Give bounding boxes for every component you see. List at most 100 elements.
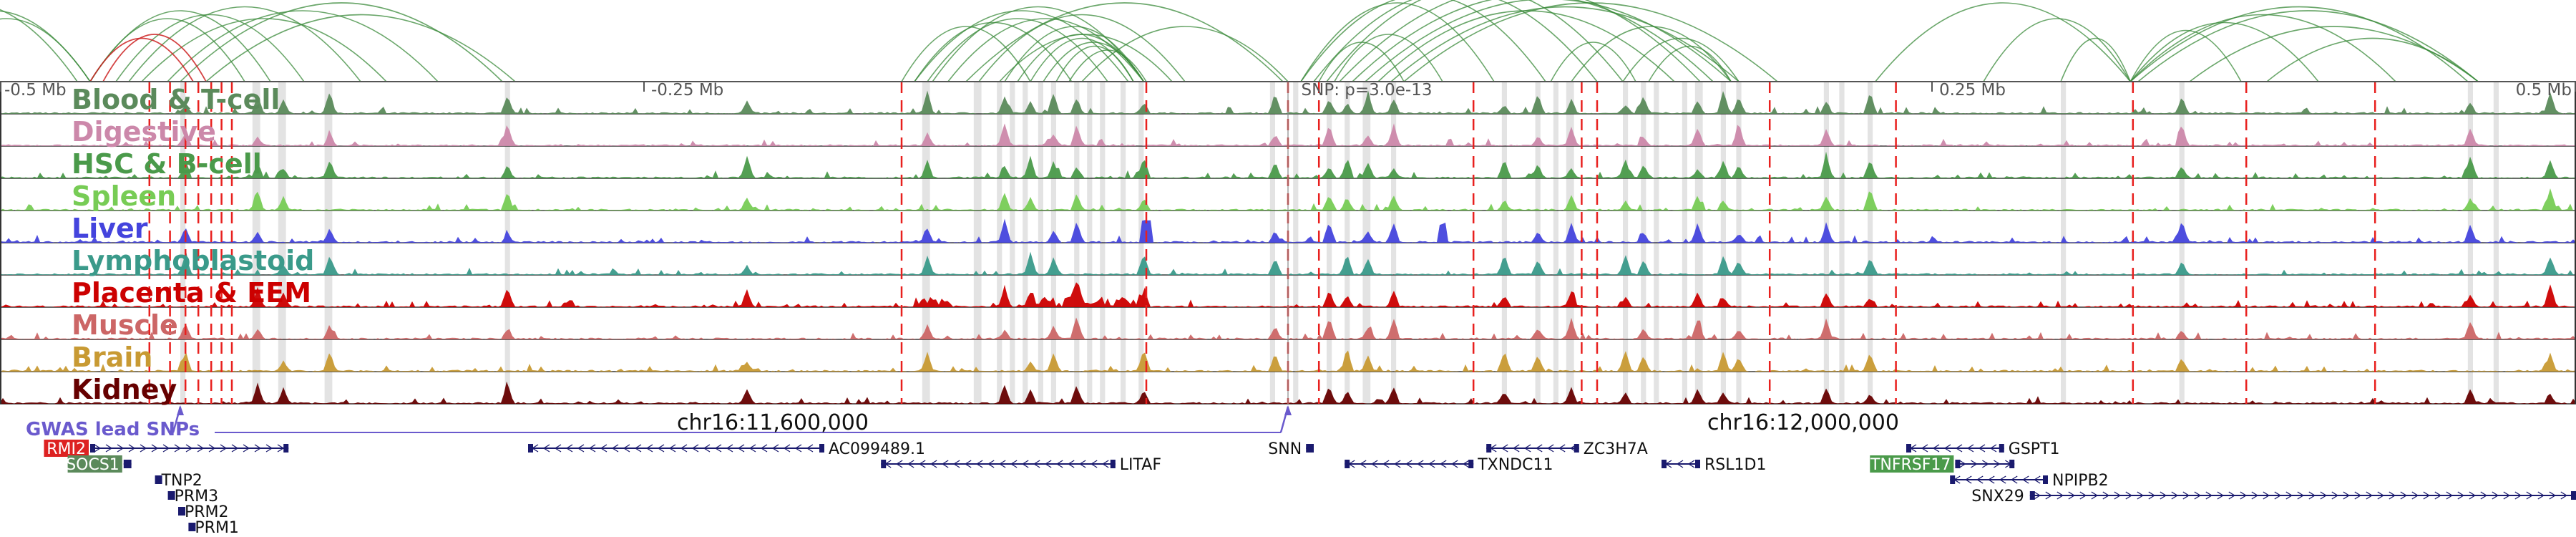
strand-chevron <box>634 444 642 453</box>
loop-arc <box>2060 37 2131 82</box>
strand-chevron <box>1450 460 1458 468</box>
strand-chevron <box>1535 444 1543 453</box>
strand-chevron <box>197 444 205 453</box>
strand-chevron <box>2251 491 2259 500</box>
strand-chevron <box>952 460 960 468</box>
gene-exon <box>819 444 824 453</box>
gene-exon <box>178 507 183 516</box>
strand-chevron <box>2034 491 2041 500</box>
track-signal <box>0 90 2576 114</box>
gene-exon <box>188 523 194 531</box>
gene-label: NPIPB2 <box>2052 472 2109 490</box>
strand-chevron <box>760 444 768 453</box>
loop-arc-highlight <box>89 37 194 82</box>
strand-chevron <box>2423 491 2431 500</box>
track-signal <box>0 317 2576 339</box>
strand-chevron <box>806 444 814 453</box>
strand-chevron <box>2137 491 2145 500</box>
strand-chevron <box>645 444 653 453</box>
strand-chevron <box>1416 460 1424 468</box>
gene-exon <box>2029 491 2035 500</box>
track-label: Spleen <box>72 180 176 212</box>
strand-chevron <box>726 444 733 453</box>
strand-chevron <box>1558 444 1566 453</box>
strand-chevron <box>1971 460 1978 468</box>
gene-exon <box>1955 460 1961 468</box>
strand-chevron <box>554 444 562 453</box>
strand-chevron <box>2446 491 2454 500</box>
track-label: Brain <box>72 342 152 373</box>
gene-label-box <box>1870 455 1954 473</box>
strand-chevron <box>1090 460 1098 468</box>
top-scale: SNP: p=3.0e-13 -0.5 Mb -0.25 Mb 0.25 Mb 0.5… <box>0 81 2576 404</box>
strand-chevron <box>2366 491 2373 500</box>
strand-chevron <box>151 444 159 453</box>
gwas-arrowhead <box>177 405 184 415</box>
strand-chevron <box>2526 491 2534 500</box>
gwas-arrowhead <box>1284 405 1292 415</box>
strand-chevron <box>2274 491 2282 500</box>
strand-chevron <box>265 444 273 453</box>
strand-chevron <box>2102 491 2110 500</box>
strand-chevron <box>2343 491 2351 500</box>
track-label: Kidney <box>72 374 177 405</box>
track-label: Muscle <box>72 309 178 341</box>
strand-chevron <box>918 460 926 468</box>
loop-arc <box>1390 6 1740 82</box>
strand-chevron <box>2033 475 2041 484</box>
strand-chevron <box>1546 444 1554 453</box>
loop-arc <box>2129 6 2469 82</box>
gene-exon <box>155 475 160 484</box>
strand-chevron <box>565 444 573 453</box>
gene-exon <box>2009 460 2015 468</box>
scale-tick-label: -0.25 Mb <box>651 81 723 100</box>
strand-chevron <box>600 444 608 453</box>
scale-tick-label: -0.5 Mb <box>4 81 67 100</box>
strand-chevron <box>2285 491 2293 500</box>
loop-arc <box>89 18 245 82</box>
strand-chevron <box>542 444 550 453</box>
gene-label: PRM2 <box>185 503 229 521</box>
loop-arc <box>2189 26 2479 82</box>
gene-label: TXNDC11 <box>1477 456 1553 474</box>
strand-chevron <box>783 444 791 453</box>
strand-chevron <box>1462 460 1470 468</box>
strand-chevron <box>2057 491 2064 500</box>
loop-arc <box>1352 0 1714 82</box>
strand-chevron <box>2400 491 2408 500</box>
strand-chevron <box>2457 491 2465 500</box>
strand-chevron <box>1676 460 1684 468</box>
strand-chevron <box>2411 491 2419 500</box>
strand-chevron <box>2389 491 2396 500</box>
strand-chevron <box>220 444 228 453</box>
strand-chevron <box>2217 491 2225 500</box>
gene-exon <box>1662 460 1667 468</box>
track-signal <box>0 151 2576 178</box>
strand-chevron <box>2560 491 2568 500</box>
strand-chevron <box>1021 460 1029 468</box>
strand-chevron <box>2194 491 2202 500</box>
strand-chevron <box>1055 460 1063 468</box>
loop-arc <box>901 26 1031 82</box>
strand-chevron <box>1512 444 1520 453</box>
strand-chevron <box>2492 491 2499 500</box>
loop-arc <box>0 9 78 82</box>
coordinate-label: chr16:11,600,000 <box>677 410 869 435</box>
strand-chevron <box>2514 491 2522 500</box>
loop-arc <box>2129 14 2396 82</box>
loop-arc <box>128 6 361 82</box>
strand-chevron <box>2308 491 2316 500</box>
strand-chevron <box>1501 444 1508 453</box>
signal-tracks <box>0 82 2576 405</box>
strand-chevron <box>277 444 285 453</box>
loop-arc <box>205 14 516 82</box>
loop-arc <box>1403 2 1778 82</box>
gene-exon <box>1999 444 2004 453</box>
gene-label: AC099489.1 <box>829 440 925 458</box>
strand-chevron <box>1393 460 1401 468</box>
strand-chevron <box>2182 491 2190 500</box>
gene-exon <box>1306 444 1312 453</box>
gene-exon <box>881 460 887 468</box>
strand-chevron <box>930 460 937 468</box>
